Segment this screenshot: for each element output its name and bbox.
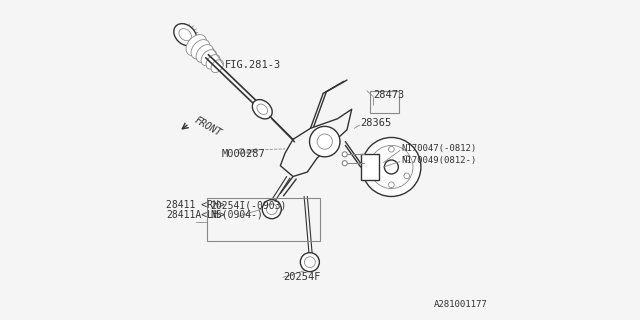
Circle shape (388, 182, 394, 188)
Circle shape (362, 138, 421, 196)
Circle shape (317, 134, 332, 149)
Ellipse shape (191, 40, 210, 59)
Circle shape (370, 145, 413, 188)
Circle shape (373, 155, 379, 161)
Text: N170047(-0812): N170047(-0812) (401, 144, 476, 153)
Ellipse shape (206, 55, 220, 69)
Text: A281001177: A281001177 (434, 300, 488, 309)
Text: FRONT: FRONT (193, 115, 223, 138)
Circle shape (388, 146, 394, 152)
Ellipse shape (186, 35, 207, 56)
Text: 28365: 28365 (360, 117, 392, 128)
Ellipse shape (252, 100, 272, 119)
Circle shape (300, 252, 319, 272)
Ellipse shape (196, 44, 213, 62)
Circle shape (385, 160, 398, 174)
Ellipse shape (201, 50, 217, 66)
Text: FIG.281-3: FIG.281-3 (225, 60, 281, 70)
Text: 28411 <RH>: 28411 <RH> (166, 200, 225, 210)
Bar (207, 198, 320, 241)
Circle shape (342, 152, 348, 157)
Circle shape (305, 257, 316, 268)
Circle shape (404, 155, 410, 161)
Ellipse shape (211, 60, 223, 73)
Text: 28411A<LH>: 28411A<LH> (166, 210, 225, 220)
Text: 28473: 28473 (373, 90, 404, 100)
Circle shape (266, 204, 277, 215)
Text: 20254I(-0903): 20254I(-0903) (211, 200, 287, 210)
Text: NS(0904-): NS(0904-) (211, 210, 264, 220)
Circle shape (404, 173, 410, 179)
Bar (360, 154, 379, 180)
Circle shape (262, 200, 282, 219)
Ellipse shape (174, 24, 196, 46)
Text: N170049(0812-): N170049(0812-) (401, 156, 476, 165)
Circle shape (310, 126, 340, 157)
Ellipse shape (257, 104, 268, 115)
Text: 20254F: 20254F (284, 272, 321, 282)
Bar (370, 92, 399, 113)
Circle shape (373, 173, 379, 179)
Ellipse shape (179, 28, 191, 41)
Text: M000287: M000287 (221, 149, 266, 159)
Circle shape (342, 161, 348, 166)
